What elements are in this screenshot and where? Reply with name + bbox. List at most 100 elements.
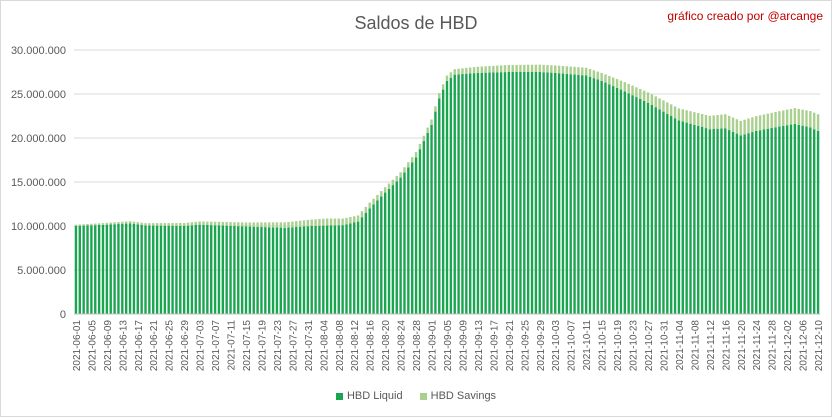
bar-hbd-liquid xyxy=(523,72,526,314)
bar-hbd-liquid xyxy=(677,120,681,315)
bar-hbd-savings xyxy=(356,215,360,222)
bar-hbd-savings xyxy=(673,106,677,119)
bar-hbd-liquid xyxy=(770,128,773,314)
x-tick-label: 2021-11-24 xyxy=(752,320,763,371)
bar-hbd-savings xyxy=(515,64,518,72)
x-tick-label: 2021-06-17 xyxy=(134,320,145,372)
bar-hbd-liquid xyxy=(291,227,294,314)
x-tick-label: 2021-09-21 xyxy=(505,320,516,372)
bar-hbd-liquid xyxy=(492,72,495,314)
bar-hbd-savings xyxy=(623,82,627,92)
bar-hbd-liquid xyxy=(805,126,808,314)
x-tick-label: 2021-09-13 xyxy=(474,320,485,372)
bar-hbd-savings xyxy=(399,172,402,178)
bar-hbd-liquid xyxy=(573,74,576,314)
bar-hbd-liquid xyxy=(105,224,109,314)
bar-hbd-savings xyxy=(252,222,255,227)
bar-hbd-liquid xyxy=(484,72,487,314)
bar-hbd-savings xyxy=(190,222,194,226)
bar-hbd-liquid xyxy=(360,217,364,314)
bar-hbd-savings xyxy=(213,221,217,226)
bar-hbd-savings xyxy=(256,222,259,227)
bar-hbd-liquid xyxy=(453,74,456,314)
bar-hbd-savings xyxy=(441,84,445,90)
bar-hbd-liquid xyxy=(604,82,607,314)
bar-hbd-liquid xyxy=(237,226,240,314)
bar-hbd-savings xyxy=(434,106,437,112)
bar-hbd-savings xyxy=(758,115,762,131)
bar-hbd-savings xyxy=(685,110,688,123)
bar-hbd-liquid xyxy=(472,73,476,314)
bar-hbd-liquid xyxy=(596,79,599,314)
bar-hbd-savings xyxy=(117,222,120,225)
bar-hbd-liquid xyxy=(554,72,557,314)
bar-hbd-liquid xyxy=(329,225,333,314)
bar-hbd-savings xyxy=(287,221,290,228)
bar-hbd-liquid xyxy=(179,225,182,314)
chart-title: Saldos de HBD xyxy=(354,13,478,33)
bar-hbd-savings xyxy=(210,221,213,226)
bar-hbd-savings xyxy=(403,167,406,173)
bar-hbd-liquid xyxy=(318,225,321,314)
bar-hbd-savings xyxy=(782,110,785,126)
bar-hbd-liquid xyxy=(731,131,735,314)
bar-hbd-savings xyxy=(260,222,263,227)
bar-hbd-liquid xyxy=(743,134,746,314)
bar-hbd-savings xyxy=(387,183,391,189)
bar-hbd-savings xyxy=(720,114,723,129)
bar-hbd-savings xyxy=(136,222,139,225)
bar-hbd-savings xyxy=(523,64,526,72)
bar-hbd-savings xyxy=(233,222,236,226)
bar-hbd-liquid xyxy=(793,123,797,314)
legend-item-savings: HBD Savings xyxy=(419,390,496,402)
bar-hbd-savings xyxy=(488,66,491,73)
bar-hbd-savings xyxy=(345,217,348,225)
bar-hbd-savings xyxy=(267,222,271,228)
x-tick-label: 2021-08-12 xyxy=(350,320,361,372)
bar-hbd-savings xyxy=(101,223,105,225)
bar-hbd-liquid xyxy=(619,89,623,314)
bar-hbd-liquid xyxy=(708,129,712,314)
bar-hbd-savings xyxy=(762,114,766,130)
bar-hbd-savings xyxy=(461,68,464,75)
bar-hbd-liquid xyxy=(244,226,248,314)
bar-hbd-savings xyxy=(237,222,240,227)
bar-hbd-savings xyxy=(689,111,692,124)
bar-hbd-liquid xyxy=(333,225,337,314)
bar-hbd-liquid xyxy=(503,72,507,314)
bar-hbd-savings xyxy=(391,179,395,186)
bar-hbd-savings xyxy=(542,64,545,73)
x-tick-label: 2021-09-09 xyxy=(458,320,469,372)
y-tick-label: 20.000.000 xyxy=(11,133,66,145)
bar-hbd-savings xyxy=(511,64,514,72)
bar-hbd-savings xyxy=(271,222,275,228)
bar-hbd-liquid xyxy=(210,225,213,314)
bar-hbd-savings xyxy=(600,72,603,81)
bar-hbd-liquid xyxy=(175,225,178,314)
bar-hbd-savings xyxy=(198,221,201,225)
x-tick-label: 2021-12-10 xyxy=(814,320,825,372)
bar-hbd-liquid xyxy=(642,100,646,314)
bar-hbd-savings xyxy=(755,116,758,131)
legend-swatch-savings xyxy=(419,392,427,400)
bar-hbd-savings xyxy=(202,221,205,225)
bar-hbd-liquid xyxy=(650,105,654,314)
bar-hbd-liquid xyxy=(496,72,499,314)
bar-hbd-savings xyxy=(318,219,321,226)
bar-hbd-savings xyxy=(109,222,112,225)
bar-hbd-liquid xyxy=(739,135,742,314)
bar-hbd-savings xyxy=(704,114,708,129)
bar-hbd-liquid xyxy=(457,74,460,314)
bar-hbd-liquid xyxy=(511,72,514,314)
x-tick-label: 2021-06-21 xyxy=(149,320,160,372)
bar-hbd-savings xyxy=(735,119,739,134)
bar-hbd-savings xyxy=(731,117,735,132)
bar-hbd-savings xyxy=(430,119,433,125)
bar-hbd-liquid xyxy=(785,125,789,315)
bar-hbd-liquid xyxy=(426,132,429,314)
bar-hbd-savings xyxy=(179,223,182,226)
bar-hbd-savings xyxy=(612,77,615,87)
bar-hbd-savings xyxy=(581,67,584,76)
bar-hbd-liquid xyxy=(774,127,777,314)
bar-hbd-savings xyxy=(121,221,124,224)
